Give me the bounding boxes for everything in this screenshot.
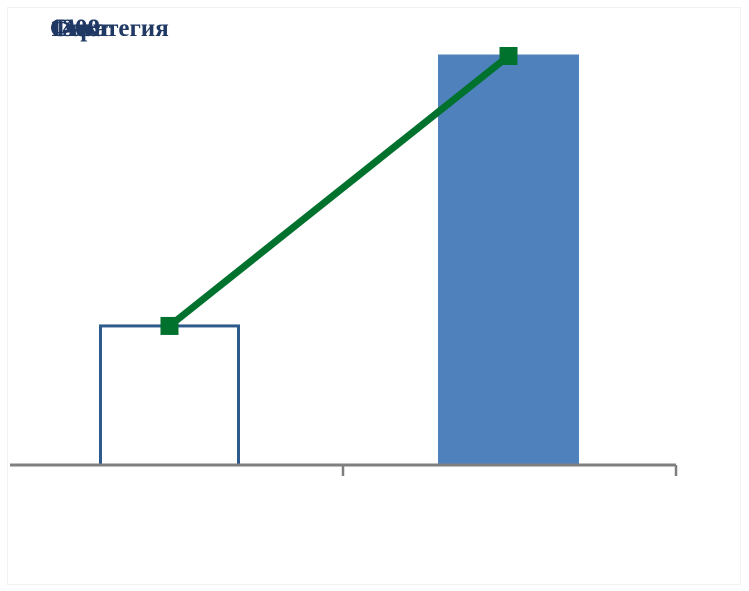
line-series xyxy=(160,47,518,335)
line-point-1 xyxy=(499,47,518,65)
line-path xyxy=(167,53,511,329)
bar-0 xyxy=(99,324,240,467)
title-fragment-1: 1408 xyxy=(50,15,100,42)
title-fragment-0: 1300 xyxy=(50,15,100,42)
bar-1 xyxy=(438,54,579,467)
x-axis xyxy=(10,463,678,476)
chart-frame xyxy=(7,7,741,585)
bars xyxy=(99,54,579,467)
title-fragment-2: Стратегия xyxy=(50,15,169,42)
title-fragment-3: Факт xyxy=(50,15,111,42)
line-point-0 xyxy=(160,316,179,335)
